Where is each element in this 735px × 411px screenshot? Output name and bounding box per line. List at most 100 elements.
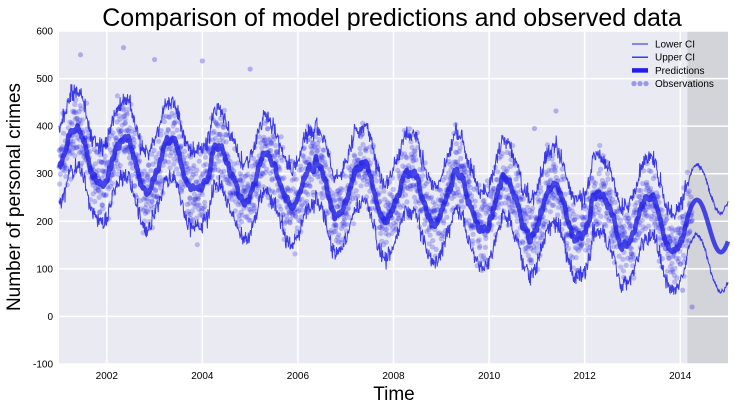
observation-point <box>100 159 106 166</box>
observation-point <box>153 154 159 160</box>
observation-point <box>259 145 265 151</box>
observation-point <box>233 199 239 205</box>
observation-point <box>149 199 155 205</box>
observation-point <box>339 221 345 227</box>
observation-point <box>309 145 315 152</box>
observation-point <box>552 169 558 175</box>
observation-point <box>184 201 190 207</box>
observation-point <box>358 183 364 189</box>
observation-point <box>236 216 242 222</box>
observation-point <box>331 229 337 235</box>
observation-point <box>93 185 99 191</box>
observation-point <box>520 240 526 246</box>
observation-point <box>224 132 230 138</box>
observation-point <box>277 193 283 199</box>
observation-point <box>264 166 270 172</box>
observation-point <box>598 213 604 219</box>
observation-point <box>308 150 315 156</box>
observation-point <box>151 56 158 63</box>
observation-point <box>215 167 221 173</box>
observation-point <box>214 122 220 128</box>
observation-point <box>76 150 82 156</box>
observation-point <box>174 166 180 172</box>
observation-point <box>251 202 257 209</box>
observation-point <box>430 238 436 244</box>
observation-point <box>307 183 313 189</box>
observation-point <box>153 188 159 194</box>
observation-point <box>265 126 271 132</box>
observation-point <box>370 142 376 148</box>
observation-point <box>201 199 208 205</box>
observation-point <box>270 137 277 143</box>
observation-point <box>269 176 275 182</box>
observation-point <box>432 253 438 259</box>
observation-point <box>319 153 325 159</box>
observation-point <box>115 127 122 133</box>
observation-point <box>684 169 691 175</box>
observation-point <box>110 130 116 136</box>
observation-point <box>99 202 106 208</box>
observation-point <box>353 188 359 194</box>
observation-point <box>271 190 277 196</box>
observation-point <box>294 176 300 182</box>
observation-point <box>335 234 341 240</box>
observation-point <box>334 191 340 197</box>
observation-point <box>284 185 290 191</box>
observation-point <box>299 207 305 213</box>
observation-point <box>191 200 197 206</box>
observation-point <box>163 131 170 137</box>
observation-point <box>194 167 200 173</box>
observation-point <box>351 221 357 227</box>
observation-point <box>76 144 82 150</box>
observation-point <box>476 237 482 243</box>
observation-point <box>438 187 444 194</box>
observation-point <box>126 106 132 112</box>
observation-point <box>168 145 174 151</box>
observation-point <box>144 196 150 202</box>
observation-point <box>115 171 121 177</box>
observation-point <box>336 191 342 197</box>
observation-point <box>302 158 308 164</box>
observation-point <box>212 135 218 142</box>
observation-point <box>190 165 196 171</box>
observation-point <box>648 169 654 175</box>
observation-point <box>188 154 194 160</box>
observation-point <box>242 173 248 180</box>
observation-point <box>74 116 80 122</box>
observation-point <box>237 171 243 177</box>
observation-point <box>126 128 132 134</box>
observation-point <box>101 191 107 197</box>
observation-point <box>260 171 266 177</box>
observation-point <box>343 173 349 179</box>
observation-point <box>215 123 221 129</box>
observation-point <box>263 191 269 197</box>
observation-point <box>102 158 108 164</box>
observation-point <box>175 171 182 177</box>
observation-point <box>288 188 294 194</box>
legend-label: Lower CI <box>655 40 695 51</box>
observation-point <box>221 168 227 174</box>
observation-point <box>122 121 128 127</box>
observation-point <box>211 128 217 135</box>
observation-point <box>621 223 627 229</box>
observation-point <box>116 166 122 172</box>
observation-point <box>220 124 226 130</box>
observation-point <box>407 126 413 132</box>
observation-point <box>199 191 205 198</box>
observation-point <box>239 212 245 218</box>
observation-point <box>137 198 143 204</box>
observation-point <box>249 163 255 169</box>
observation-point <box>225 180 231 186</box>
observation-point <box>224 177 230 183</box>
observation-point <box>443 174 449 180</box>
observation-point <box>97 209 103 215</box>
observation-point <box>78 106 84 112</box>
observation-point <box>118 127 124 133</box>
observation-point <box>346 164 352 171</box>
observation-point <box>77 103 83 109</box>
observation-point <box>334 188 341 194</box>
observation-point <box>74 115 80 121</box>
observation-point <box>244 187 250 194</box>
observation-point <box>565 246 572 252</box>
observation-point <box>195 195 201 201</box>
